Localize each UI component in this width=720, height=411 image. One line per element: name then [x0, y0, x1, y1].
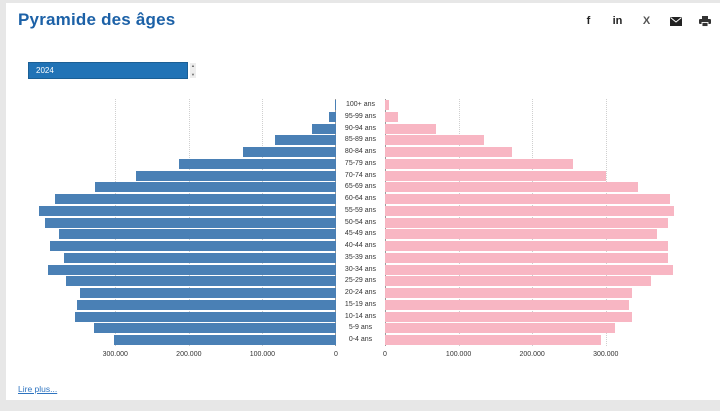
bar-hommes-95-99-ans[interactable]	[329, 111, 336, 122]
bar-femmes-70-74-ans[interactable]	[385, 170, 606, 181]
age-label: 70-74 ans	[344, 171, 377, 179]
scroll-down-icon[interactable]: ▼	[191, 72, 195, 77]
bar-femmes-15-19-ans[interactable]	[385, 299, 630, 310]
axis-tick: 0	[383, 351, 387, 358]
bar-hommes-65-69-ans[interactable]	[95, 182, 336, 193]
bar-hommes-25-29-ans[interactable]	[65, 276, 336, 287]
bar-femmes-0-4-ans[interactable]	[385, 335, 602, 346]
axis-tick: 300.000	[102, 351, 128, 358]
age-label: 85-89 ans	[344, 136, 377, 144]
bar-hommes-60-64-ans[interactable]	[54, 194, 336, 205]
bar-femmes-30-34-ans[interactable]	[385, 264, 674, 275]
bar-femmes-20-24-ans[interactable]	[385, 288, 633, 299]
axis-tick: 0	[334, 351, 338, 358]
bar-femmes-55-59-ans[interactable]	[385, 205, 675, 216]
bar-hommes-90-94-ans[interactable]	[311, 123, 336, 134]
bar-hommes-10-14-ans[interactable]	[74, 311, 336, 322]
age-label: 15-19 ans	[344, 300, 377, 308]
age-label: 90-94 ans	[344, 124, 377, 132]
bar-femmes-60-64-ans[interactable]	[385, 194, 670, 205]
bar-femmes-35-39-ans[interactable]	[385, 252, 668, 263]
axis-tick: 300.000	[593, 351, 619, 358]
facebook-icon[interactable]: f	[586, 14, 591, 27]
bar-femmes-100+-ans[interactable]	[385, 100, 390, 110]
age-label: 5-9 ans	[348, 324, 373, 332]
bar-femmes-95-99-ans[interactable]	[385, 111, 399, 122]
age-label: 75-79 ans	[344, 159, 377, 167]
bar-hommes-100+-ans[interactable]	[334, 100, 336, 110]
bar-hommes-85-89-ans[interactable]	[274, 135, 336, 146]
bar-femmes-25-29-ans[interactable]	[385, 276, 652, 287]
age-label: 65-69 ans	[344, 183, 377, 191]
bar-femmes-40-44-ans[interactable]	[385, 241, 669, 252]
axis-tick: 100.000	[249, 351, 276, 358]
bar-hommes-50-54-ans[interactable]	[44, 217, 336, 228]
age-label: 0-4 ans	[348, 336, 373, 344]
age-label: 55-59 ans	[344, 206, 377, 214]
bar-hommes-40-44-ans[interactable]	[49, 241, 336, 252]
scroll-up-icon[interactable]: ▲	[191, 63, 195, 68]
bar-femmes-65-69-ans[interactable]	[385, 182, 639, 193]
men-plot	[38, 99, 336, 346]
bar-hommes-20-24-ans[interactable]	[79, 288, 336, 299]
age-label: 60-64 ans	[344, 195, 377, 203]
year-select[interactable]: 2024	[28, 62, 188, 79]
age-label: 10-14 ans	[344, 312, 377, 320]
year-select-value: 2024	[36, 66, 54, 75]
bar-femmes-45-49-ans[interactable]	[385, 229, 657, 240]
bar-femmes-80-84-ans[interactable]	[385, 147, 513, 158]
age-label: 35-39 ans	[344, 253, 377, 261]
share-toolbar: f in X	[582, 14, 711, 28]
axis-tick: 200.000	[519, 351, 545, 358]
women-plot	[385, 99, 683, 346]
bar-femmes-10-14-ans[interactable]	[385, 311, 633, 322]
bar-femmes-5-9-ans[interactable]	[385, 323, 615, 334]
page-title: Pyramide des âges	[18, 10, 176, 29]
women-axis: 0 100.000 200.000 300.000	[383, 351, 683, 361]
bar-hommes-80-84-ans[interactable]	[242, 147, 336, 158]
age-label: 95-99 ans	[344, 112, 377, 120]
bar-femmes-50-54-ans[interactable]	[385, 217, 669, 228]
bar-hommes-35-39-ans[interactable]	[63, 252, 336, 263]
bar-hommes-15-19-ans[interactable]	[77, 299, 336, 310]
bar-hommes-0-4-ans[interactable]	[113, 335, 336, 346]
age-label: 80-84 ans	[344, 148, 377, 156]
age-label: 45-49 ans	[344, 230, 377, 238]
bar-hommes-55-59-ans[interactable]	[38, 205, 336, 216]
bar-femmes-75-79-ans[interactable]	[385, 158, 574, 169]
axis-tick: 100.000	[445, 351, 472, 358]
age-label: 40-44 ans	[344, 242, 377, 250]
age-label: 30-34 ans	[344, 265, 377, 273]
age-label: 50-54 ans	[344, 218, 377, 226]
bar-hommes-75-79-ans[interactable]	[178, 158, 336, 169]
print-icon[interactable]	[698, 15, 711, 28]
bar-hommes-70-74-ans[interactable]	[135, 170, 336, 181]
men-axis: 300.000 200.000 100.000 0	[38, 351, 338, 361]
age-label: 100+ ans	[346, 101, 375, 108]
axis-tick: 200.000	[176, 351, 202, 358]
bar-femmes-85-89-ans[interactable]	[385, 135, 484, 146]
bar-hommes-5-9-ans[interactable]	[93, 323, 336, 334]
age-label: 25-29 ans	[344, 277, 377, 285]
email-icon[interactable]	[669, 15, 682, 28]
age-label: 20-24 ans	[344, 289, 377, 297]
bar-hommes-30-34-ans[interactable]	[47, 264, 336, 275]
age-labels-column: 100+ ans 95-99 ans 90-94 ans 85-89 ans 80-84…	[336, 99, 385, 346]
widget-card: Pyramide des âges f in X 2024 ▲ ▼ 100+ ans…	[6, 3, 720, 400]
bar-femmes-90-94-ans[interactable]	[385, 123, 437, 134]
linkedin-icon[interactable]: in	[612, 14, 623, 27]
bar-hommes-45-49-ans[interactable]	[59, 229, 336, 240]
x-icon[interactable]: X	[642, 14, 651, 27]
year-select-scrollbar[interactable]: ▲ ▼	[190, 63, 196, 78]
read-more-link[interactable]: Lire plus...	[18, 384, 58, 394]
